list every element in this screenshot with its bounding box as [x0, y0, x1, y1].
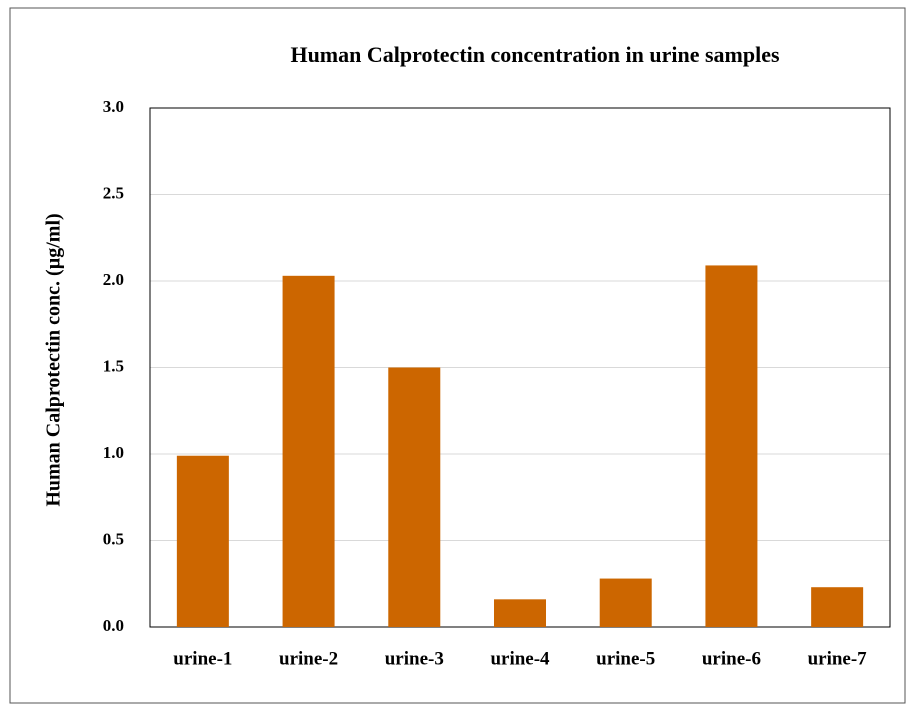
bar [494, 599, 546, 627]
y-tick-label: 3.0 [103, 97, 124, 116]
x-tick-label: urine-3 [385, 648, 444, 669]
y-tick-label: 0.5 [103, 529, 124, 548]
y-tick-label: 2.0 [103, 270, 124, 289]
bar [599, 578, 652, 627]
x-tick-label: urine-5 [596, 648, 655, 669]
bar [282, 275, 335, 627]
chart-frame [9, 7, 906, 704]
y-tick-label: 1.5 [103, 356, 124, 375]
bar [705, 265, 758, 627]
bar [811, 587, 864, 627]
y-tick-label: 2.5 [103, 183, 124, 202]
x-tick-label: urine-4 [490, 648, 550, 669]
y-axis-label: Human Calprotectin conc. (µg/ml) [43, 213, 65, 506]
x-tick-label: urine-6 [702, 648, 761, 669]
x-tick-label: urine-1 [173, 648, 232, 669]
y-tick-label: 1.0 [103, 443, 124, 462]
bar [388, 367, 441, 627]
chart-title: Human Calprotectin concentration in urin… [290, 42, 780, 67]
x-tick-label: urine-2 [279, 648, 338, 669]
y-tick-label: 0.0 [103, 616, 124, 635]
bar [176, 455, 229, 627]
x-tick-label: urine-7 [808, 648, 868, 669]
